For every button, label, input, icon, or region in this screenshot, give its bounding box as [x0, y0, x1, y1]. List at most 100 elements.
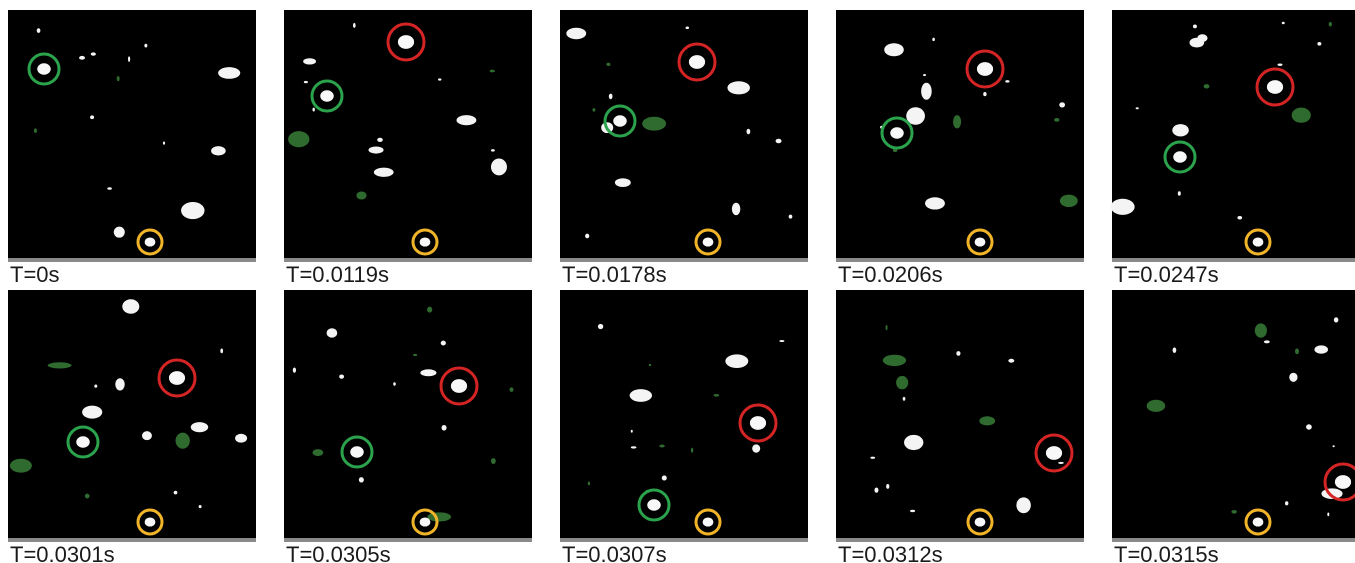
bubble [977, 62, 993, 76]
bubble [1190, 38, 1205, 48]
bubble [1136, 107, 1139, 109]
frame-image [284, 290, 532, 542]
bubble [117, 76, 120, 81]
bubble [413, 354, 417, 356]
bubble [398, 35, 414, 49]
bubble [79, 56, 85, 60]
bubble [874, 488, 878, 493]
time-label: T=0.0206s [838, 262, 943, 287]
bubble [377, 138, 383, 142]
bubble [890, 127, 904, 138]
bubble [85, 494, 90, 499]
bubble [359, 477, 364, 482]
frame-image [8, 290, 256, 542]
bubble [1204, 84, 1210, 88]
time-label: T=0.0312s [838, 542, 943, 563]
bubble [953, 115, 961, 128]
bubble [1282, 22, 1285, 24]
bubble [350, 446, 364, 457]
bubble [975, 237, 986, 246]
bubble [1111, 199, 1135, 215]
bubble [163, 141, 165, 144]
bubble [34, 128, 37, 133]
bubble [1255, 323, 1267, 337]
bubble [491, 458, 496, 464]
bubble [181, 202, 204, 219]
bubble [686, 26, 690, 29]
bubble [122, 299, 139, 313]
bubble [369, 147, 384, 154]
bubble [91, 52, 96, 55]
bubble [304, 81, 308, 83]
bubble [703, 237, 714, 246]
bubble [649, 364, 651, 366]
frame [8, 10, 256, 262]
bubble [885, 325, 887, 330]
bubble [732, 203, 740, 215]
bubble [1335, 475, 1351, 489]
bubble [606, 63, 610, 66]
bubble [76, 436, 90, 447]
bubble [1327, 513, 1329, 517]
bubble [174, 491, 178, 495]
bubble [1329, 22, 1332, 26]
bubble [37, 28, 41, 33]
bubble [925, 197, 945, 209]
bubble [1173, 347, 1177, 353]
bubble [870, 457, 875, 459]
bubble [789, 215, 793, 219]
bubble [293, 367, 296, 372]
frame [1111, 10, 1355, 262]
time-label: T=0.0305s [286, 542, 391, 563]
bubble [320, 90, 334, 101]
bubble [420, 237, 431, 246]
bubble [1046, 446, 1062, 460]
frame [560, 290, 808, 542]
bubble [220, 348, 223, 353]
bubble [145, 517, 156, 526]
bubble [1008, 359, 1014, 363]
time-label: T=0.0247s [1114, 262, 1219, 287]
bubble [1295, 348, 1299, 354]
bubble [1332, 445, 1334, 447]
bubble [631, 446, 637, 448]
bubble [713, 394, 719, 397]
bubble [457, 115, 477, 125]
bubble [613, 115, 627, 126]
bubble [904, 435, 923, 450]
bubble [37, 63, 51, 74]
bubble [884, 43, 904, 56]
bubble [1285, 501, 1288, 505]
bubble [1314, 345, 1328, 353]
bubble [1317, 42, 1321, 46]
bubble [1278, 64, 1283, 66]
bubble [921, 83, 932, 100]
bubble [288, 131, 309, 147]
bubble [779, 340, 784, 342]
bubble [90, 115, 94, 119]
bubble [983, 92, 986, 96]
bubble [1231, 510, 1237, 514]
time-label: T=0.0301s [10, 542, 115, 563]
bubble [1060, 195, 1078, 207]
bubble [1264, 340, 1270, 343]
frame-image [8, 10, 256, 262]
bubble [662, 475, 667, 480]
frame [1112, 290, 1355, 542]
bubble [956, 351, 960, 356]
time-label: T=0.0178s [562, 262, 667, 287]
bubble [979, 416, 995, 425]
bubble [144, 44, 147, 48]
bubble [427, 512, 451, 521]
bubble [725, 354, 748, 368]
time-label: T=0.0119s [286, 262, 389, 287]
time-label: T=0s [10, 262, 60, 287]
bubble [142, 431, 152, 440]
bubble [427, 307, 432, 313]
bubble [491, 159, 507, 176]
bubble [883, 355, 906, 366]
bubble [1292, 108, 1311, 123]
bubble [145, 237, 156, 246]
bubble [420, 369, 436, 376]
frame [8, 290, 256, 542]
